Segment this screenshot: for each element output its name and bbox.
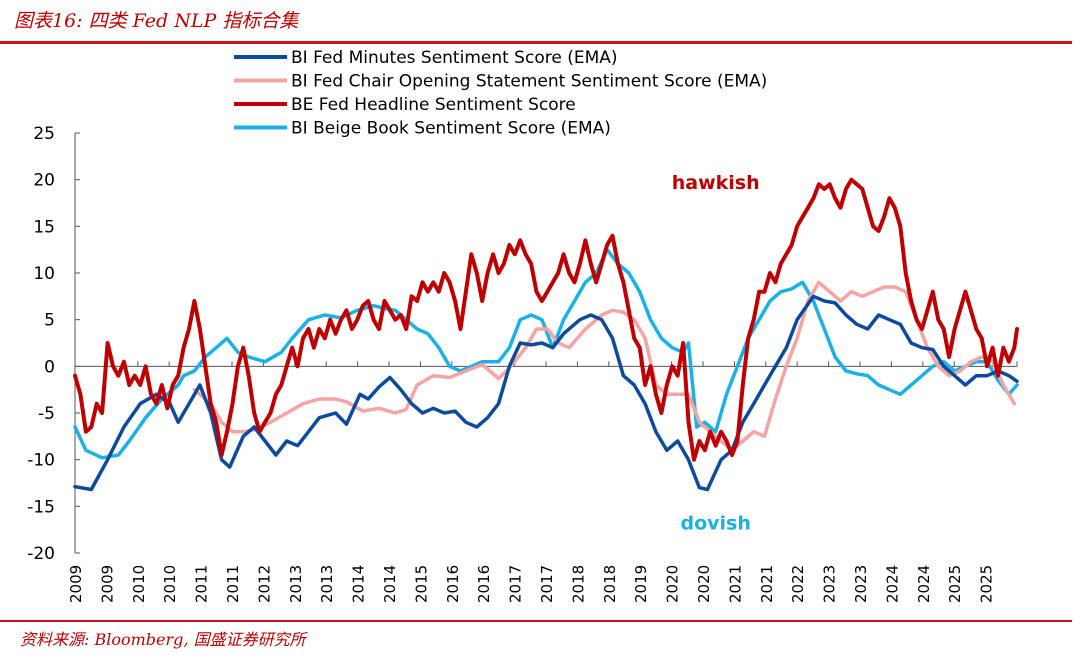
x-tick-label: 2010 <box>161 565 179 603</box>
x-tick-label: 2017 <box>507 565 525 603</box>
series-line-be-fed-headline-sentiment-score <box>73 177 1019 462</box>
figure-title: 图表16: 四类 Fed NLP 指标合集 <box>14 10 299 32</box>
legend-label: BE Fed Headline Sentiment Score <box>291 95 576 115</box>
x-tick-label: 2024 <box>883 565 901 603</box>
y-tick-label: 25 <box>33 124 55 144</box>
legend-item-bi-fed-minutes-sentiment-score-ema: BI Fed Minutes Sentiment Score (EMA) <box>234 48 618 68</box>
y-tick-label: 20 <box>33 171 55 191</box>
x-tick-label: 2013 <box>287 565 305 603</box>
annotations: hawkish dovish <box>672 172 760 535</box>
y-tick-label: -10 <box>27 451 55 471</box>
legend-label: BI Fed Chair Opening Statement Sentiment… <box>291 72 767 92</box>
y-tick-label: -20 <box>27 544 55 564</box>
x-tick-label: 2022 <box>789 565 807 603</box>
bottom-divider <box>0 620 1072 622</box>
legend: BI Fed Minutes Sentiment Score (EMA) BI F… <box>234 48 767 139</box>
x-tick-label: 2011 <box>193 565 211 603</box>
x-tick-label: 2023 <box>852 565 870 603</box>
series-layer <box>73 177 1019 492</box>
legend-label: BI Fed Minutes Sentiment Score (EMA) <box>291 48 618 68</box>
legend-label: BI Beige Book Sentiment Score (EMA) <box>291 119 611 139</box>
x-tick-label: 2019 <box>632 565 650 603</box>
x-tick-label: 2018 <box>569 565 587 603</box>
y-tick-label: 5 <box>44 311 55 331</box>
y-tick-label: 10 <box>33 264 55 284</box>
x-tick-label: 2016 <box>444 565 462 603</box>
x-tick-label: 2015 <box>412 565 430 603</box>
y-tick-label: -5 <box>38 404 55 424</box>
x-tick-label: 2010 <box>130 565 148 603</box>
x-tick-label: 2011 <box>224 565 242 603</box>
x-tick-label: 2009 <box>98 565 116 603</box>
x-tick-label: 2020 <box>695 565 713 603</box>
legend-item-be-fed-headline-sentiment-score: BE Fed Headline Sentiment Score <box>234 95 576 115</box>
x-tick-label: 2012 <box>255 565 273 603</box>
x-tick-label: 2020 <box>664 565 682 603</box>
x-tick-label: 2018 <box>601 565 619 603</box>
series-line-bi-fed-minutes-sentiment-score-ema <box>73 294 1019 492</box>
series-line-bi-fed-chair-opening-statement-sentiment-score-ema <box>192 280 1017 453</box>
legend-item-bi-fed-chair-opening-statement-sentiment-score-ema: BI Fed Chair Opening Statement Sentiment… <box>234 72 767 92</box>
annotation-dovish: dovish <box>680 513 750 535</box>
x-tick-label: 2013 <box>318 565 336 603</box>
y-tick-label: 0 <box>44 357 55 377</box>
annotation-hawkish: hawkish <box>672 172 760 194</box>
y-tick-label: 15 <box>33 217 55 237</box>
y-tick-label: -15 <box>27 497 55 517</box>
x-tick-label: 2014 <box>350 565 368 603</box>
x-tick-label: 2017 <box>538 565 556 603</box>
x-tick-label: 2023 <box>821 565 839 603</box>
x-tick-label: 2021 <box>758 565 776 603</box>
x-tick-label: 2024 <box>915 565 933 603</box>
x-tick-label: 2016 <box>475 565 493 603</box>
x-tick-label: 2014 <box>381 565 399 603</box>
x-tick-label: 2021 <box>726 565 744 603</box>
x-tick-label: 2025 <box>946 565 964 603</box>
source-note: 资料来源: Bloomberg, 国盛证券研究所 <box>20 630 306 649</box>
top-divider <box>0 41 1072 44</box>
legend-item-bi-beige-book-sentiment-score-ema: BI Beige Book Sentiment Score (EMA) <box>234 119 611 139</box>
x-tick-label: 2009 <box>67 565 85 603</box>
x-tick-label: 2025 <box>978 565 996 603</box>
